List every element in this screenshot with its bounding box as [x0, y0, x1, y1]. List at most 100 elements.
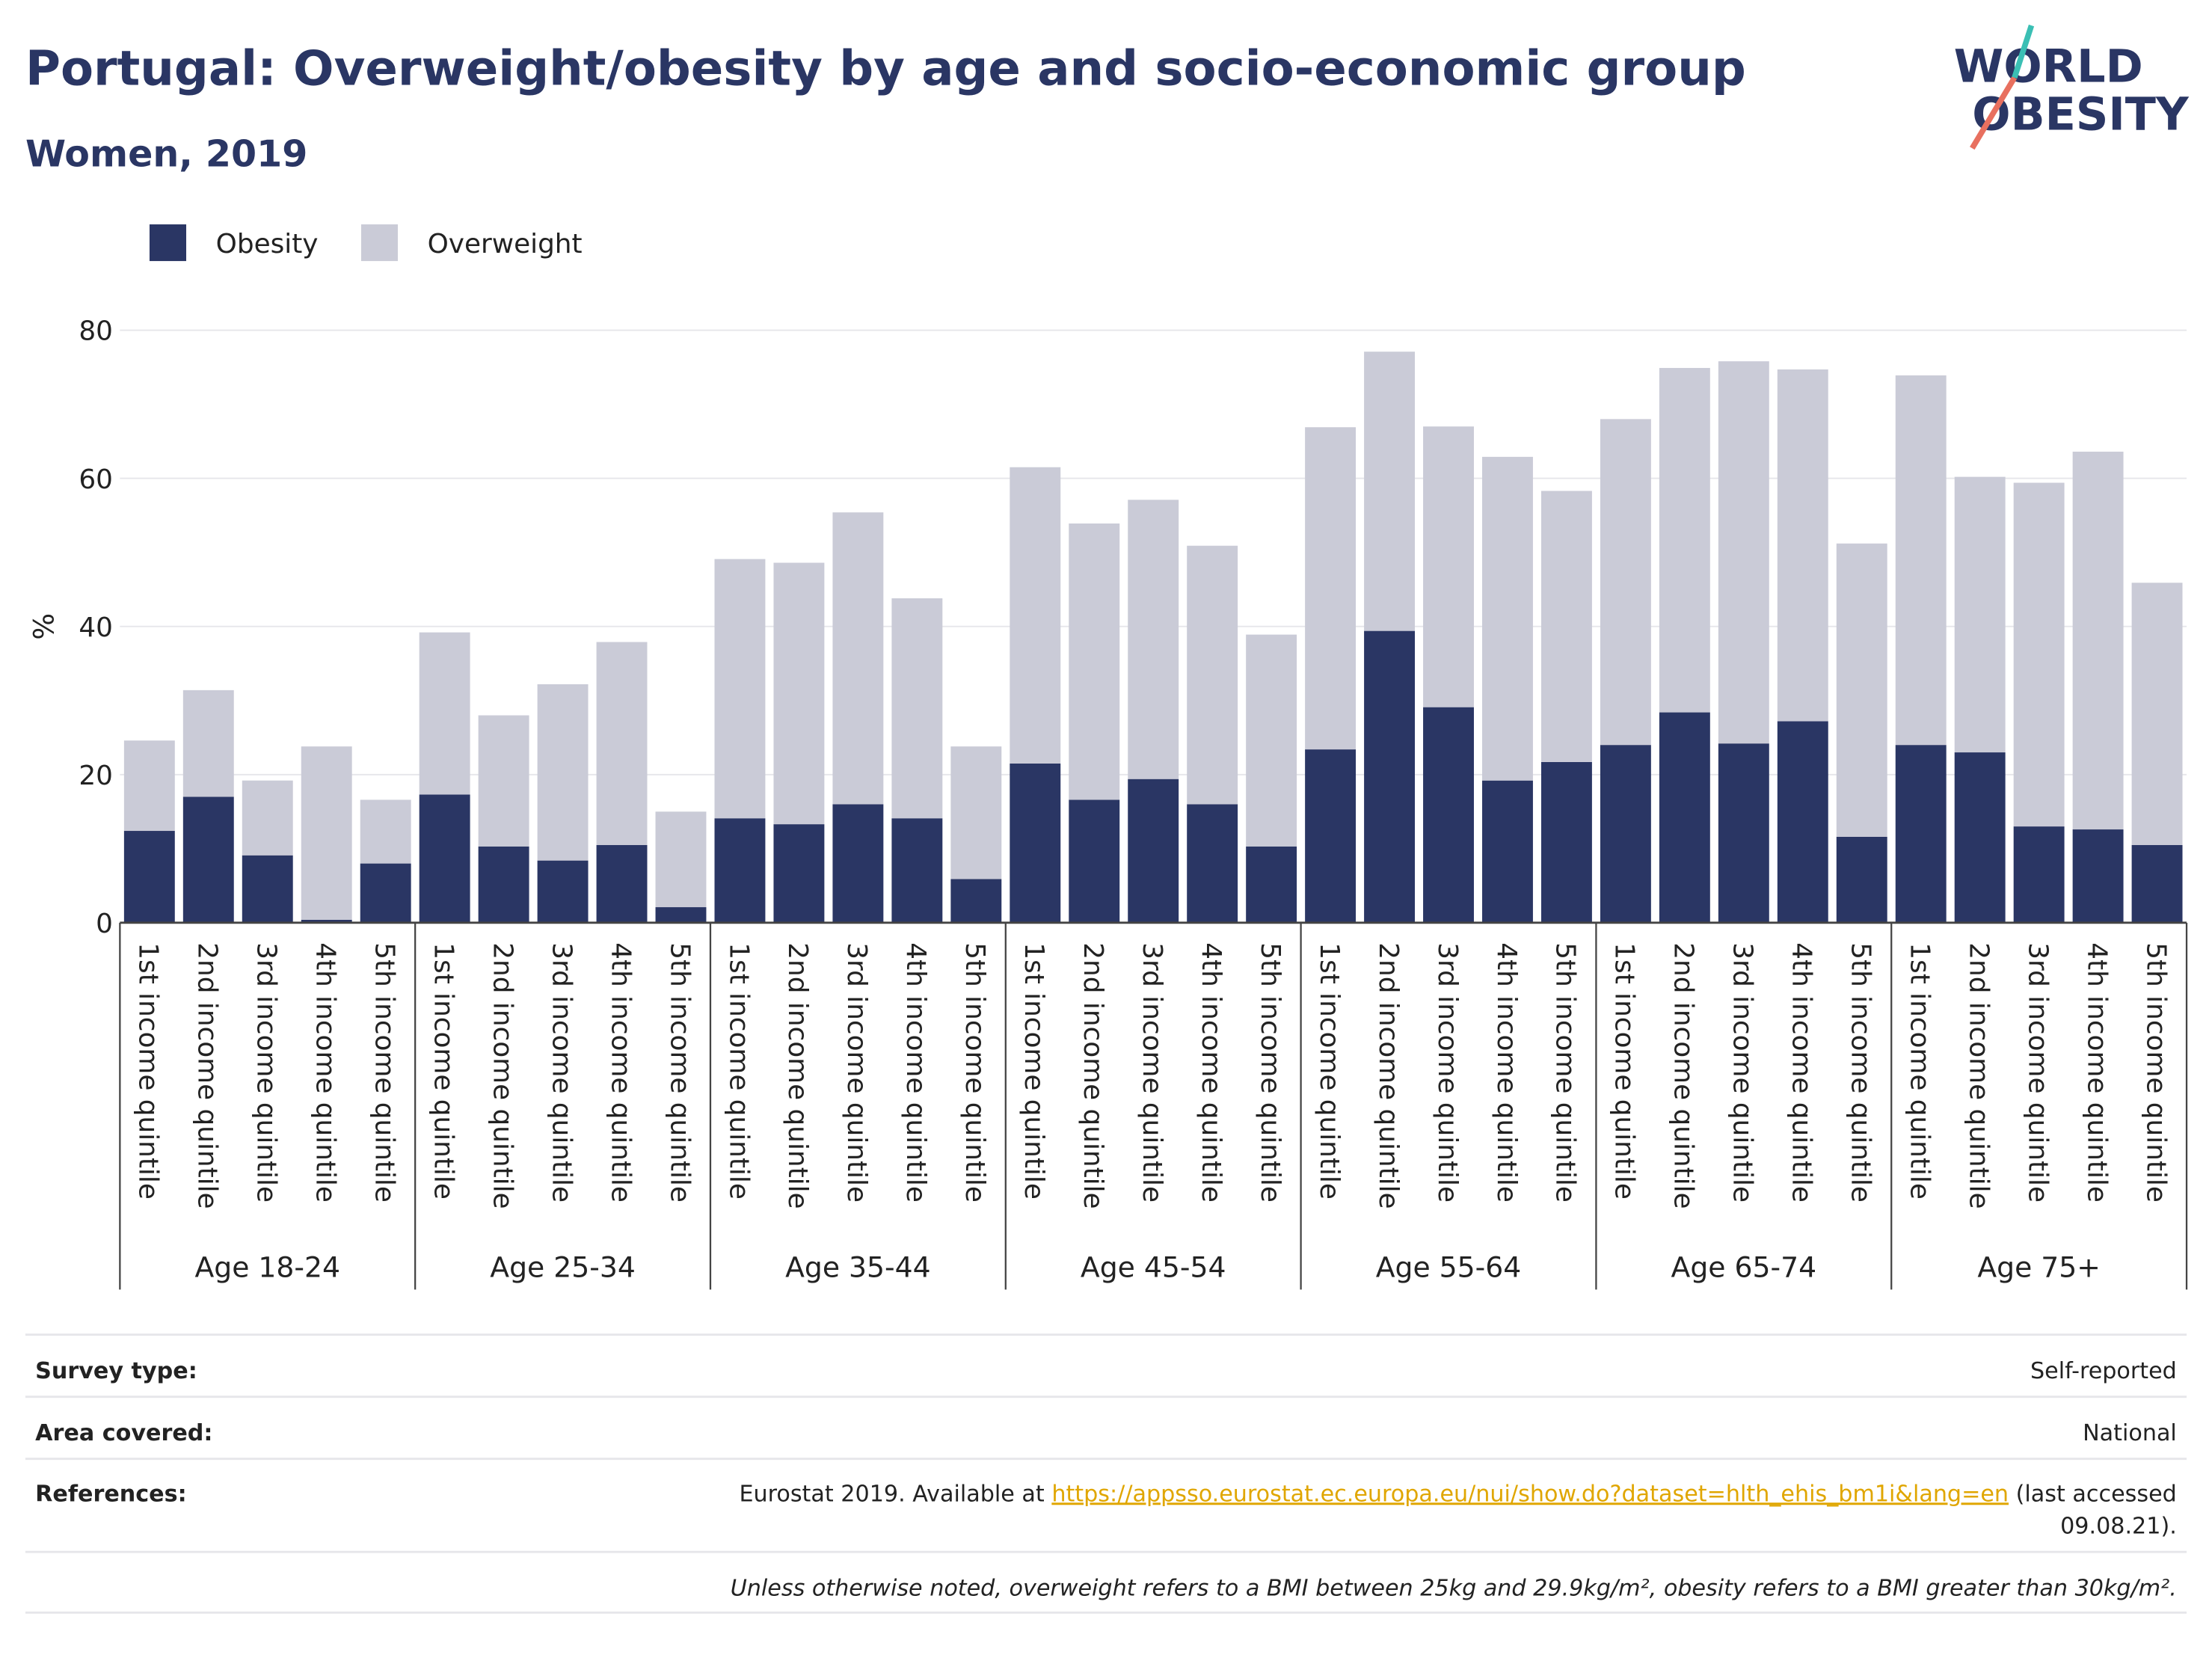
x-tick-label: 3rd income quintile: [546, 942, 577, 1203]
x-tick-label: 4th income quintile: [1491, 942, 1522, 1203]
x-tick-label: 2nd income quintile: [487, 942, 517, 1209]
x-tick-label: 3rd income quintile: [2022, 942, 2053, 1203]
group-label: Age 75+: [1977, 1250, 2101, 1283]
bar-segment: [1305, 749, 1357, 923]
bar-segment: [1718, 361, 1769, 744]
bar-segment: [1423, 426, 1474, 707]
bar-segment: [2072, 451, 2124, 830]
bar-segment: [832, 804, 884, 923]
bar-segment: [891, 818, 943, 923]
x-tick-label: 5th income quintile: [1550, 942, 1581, 1203]
logo-slash: [1970, 76, 2018, 150]
bar-segment: [478, 715, 529, 847]
x-tick-label: 3rd income quintile: [1727, 942, 1758, 1203]
legend-label: Obesity: [216, 229, 319, 260]
bar-segment: [1600, 419, 1651, 746]
bar-segment: [360, 863, 411, 923]
chart-title: Portugal: Overweight/obesity by age and …: [25, 40, 1746, 96]
x-tick-label: 5th income quintile: [664, 942, 695, 1203]
row-label: Survey type:: [35, 1358, 197, 1384]
bar-segment: [1187, 804, 1238, 923]
bar-segment: [832, 512, 884, 805]
bar-segment: [950, 746, 1002, 879]
x-tick-label: 3rd income quintile: [1137, 942, 1167, 1203]
bar-segment: [182, 690, 234, 797]
x-tick-label: 1st income quintile: [428, 942, 458, 1200]
bar-segment: [1482, 456, 1533, 781]
group-label: Age 35-44: [785, 1250, 931, 1283]
row-label: Area covered:: [35, 1420, 212, 1446]
bar-segment: [2013, 482, 2065, 827]
bar-segment: [1540, 491, 1592, 762]
bar-segment: [2131, 844, 2183, 923]
bar-segment: [478, 846, 529, 923]
bar-segment: [1659, 368, 1710, 713]
bar-segment: [1246, 846, 1297, 923]
bar-segment: [242, 780, 293, 856]
x-tick-label: 2nd income quintile: [782, 942, 813, 1209]
legend-swatch: [149, 224, 187, 262]
bar-segment: [2131, 583, 2183, 845]
bar-segment: [1718, 743, 1769, 923]
bar-segment: [773, 562, 825, 825]
x-tick-label: 5th income quintile: [2140, 942, 2171, 1203]
bar-segment: [1954, 752, 2006, 923]
reference-link[interactable]: https://appsso.eurostat.ec.europa.eu/nui…: [1051, 1481, 2009, 1507]
y-tick-label: 20: [79, 761, 113, 791]
x-tick-label: 5th income quintile: [1846, 942, 1876, 1203]
bar-segment: [950, 879, 1002, 923]
x-tick-label: 2nd income quintile: [192, 942, 223, 1209]
bar-segment: [1659, 712, 1710, 923]
bar-segment: [419, 632, 470, 795]
bar-segment: [1187, 545, 1238, 805]
bar-segment: [2013, 826, 2065, 923]
bar-segment: [2072, 829, 2124, 923]
group-label: Age 18-24: [194, 1250, 340, 1283]
footnote: Unless otherwise noted, overweight refer…: [731, 1576, 2177, 1602]
bar-segment: [360, 799, 411, 864]
legend-label: Overweight: [428, 229, 583, 260]
y-tick-label: 40: [79, 612, 113, 643]
bar-segment: [182, 796, 234, 923]
bar-segment: [123, 831, 175, 923]
bar-segment: [1777, 369, 1828, 722]
x-tick-label: 4th income quintile: [1196, 942, 1226, 1203]
x-tick-label: 1st income quintile: [133, 942, 164, 1200]
x-tick-label: 3rd income quintile: [841, 942, 872, 1203]
bar-segment: [1423, 707, 1474, 923]
chart-subtitle: Women, 2019: [25, 132, 307, 176]
bar-segment: [1836, 836, 1887, 923]
y-tick-label: 60: [79, 464, 113, 495]
bar-segment: [242, 855, 293, 923]
reference-suffix: (last accessed: [2009, 1481, 2177, 1507]
x-tick-label: 4th income quintile: [1787, 942, 1817, 1203]
bar-segment: [1128, 500, 1179, 779]
bar-segment: [1010, 763, 1061, 923]
bar-segment: [655, 907, 707, 923]
bar-segment: [537, 860, 589, 923]
reference-prefix: Eurostat 2019. Available at: [739, 1481, 1051, 1507]
bar-segment: [1069, 523, 1120, 800]
logo-text: WORLD: [1954, 40, 2143, 93]
bar-segment: [714, 559, 766, 819]
reference-text: Eurostat 2019. Available at https://apps…: [739, 1481, 2176, 1507]
x-tick-label: 1st income quintile: [1314, 942, 1345, 1200]
x-tick-label: 1st income quintile: [1019, 942, 1049, 1200]
bar-segment: [1010, 467, 1061, 764]
x-tick-label: 4th income quintile: [310, 942, 341, 1203]
x-tick-label: 4th income quintile: [605, 942, 636, 1203]
x-tick-label: 3rd income quintile: [1432, 942, 1463, 1203]
bar-segment: [537, 684, 589, 861]
row-value: National: [2083, 1420, 2177, 1446]
bar-segment: [419, 794, 470, 923]
x-tick-label: 1st income quintile: [1609, 942, 1640, 1200]
x-tick-label: 4th income quintile: [900, 942, 931, 1203]
reference-suffix: 09.08.21).: [2060, 1514, 2177, 1540]
bar-segment: [1069, 799, 1120, 923]
bar-segment: [1954, 476, 2006, 753]
bar-segment: [123, 740, 175, 832]
bar-segment: [1364, 630, 1416, 923]
bar-segment: [1600, 745, 1651, 923]
x-tick-label: 2nd income quintile: [1668, 942, 1699, 1209]
